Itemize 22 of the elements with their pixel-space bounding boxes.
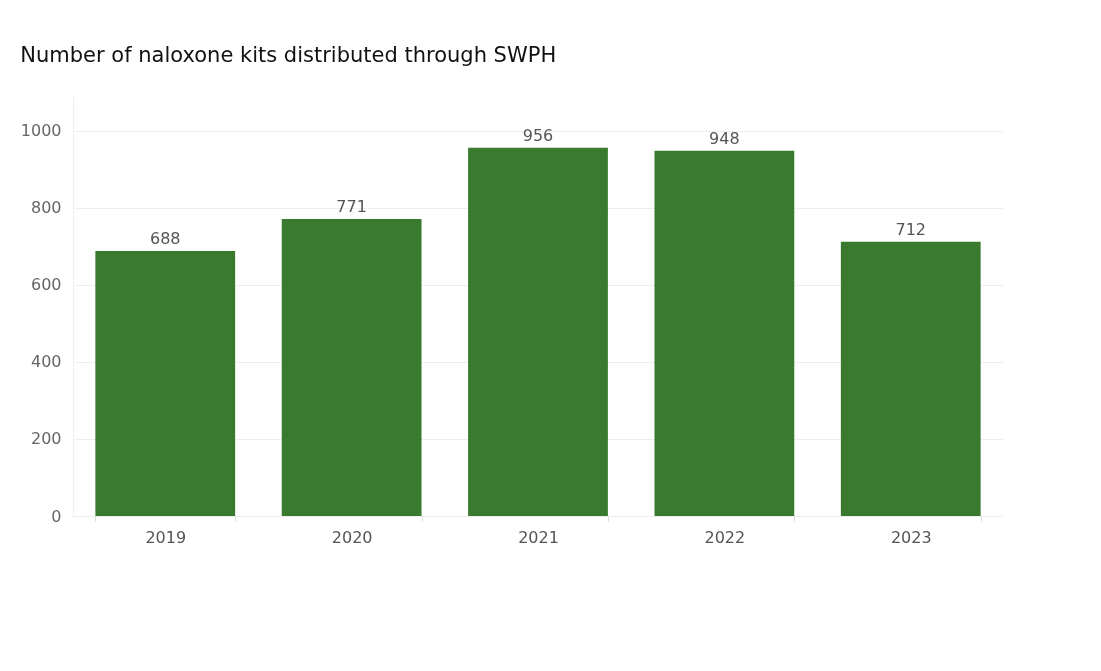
data-label: 688	[149, 228, 181, 248]
data-label: 948	[709, 128, 740, 148]
x-tick-label: 2020	[331, 527, 373, 547]
x-tick-label: 2021	[518, 527, 559, 547]
x-tick-label: 2022	[704, 527, 746, 547]
data-label: 771	[336, 196, 367, 216]
bar	[95, 250, 236, 516]
chart-title: Number of naloxone kits distributed through SWPH	[20, 43, 557, 67]
bar	[654, 150, 795, 516]
bar	[840, 241, 981, 516]
y-tick-label: 400	[30, 352, 62, 372]
y-tick-label: 0	[51, 506, 62, 526]
y-tick-label: 600	[30, 275, 62, 295]
x-tick-label: 2023	[890, 527, 932, 547]
y-tick-label: 200	[30, 429, 62, 449]
data-label: 712	[895, 219, 927, 239]
bar	[468, 147, 608, 516]
bar	[281, 218, 422, 516]
data-label: 956	[522, 125, 554, 145]
y-tick-label: 1000	[20, 121, 62, 141]
x-tick-label: 2019	[145, 527, 187, 547]
y-tick-label: 800	[30, 198, 62, 218]
